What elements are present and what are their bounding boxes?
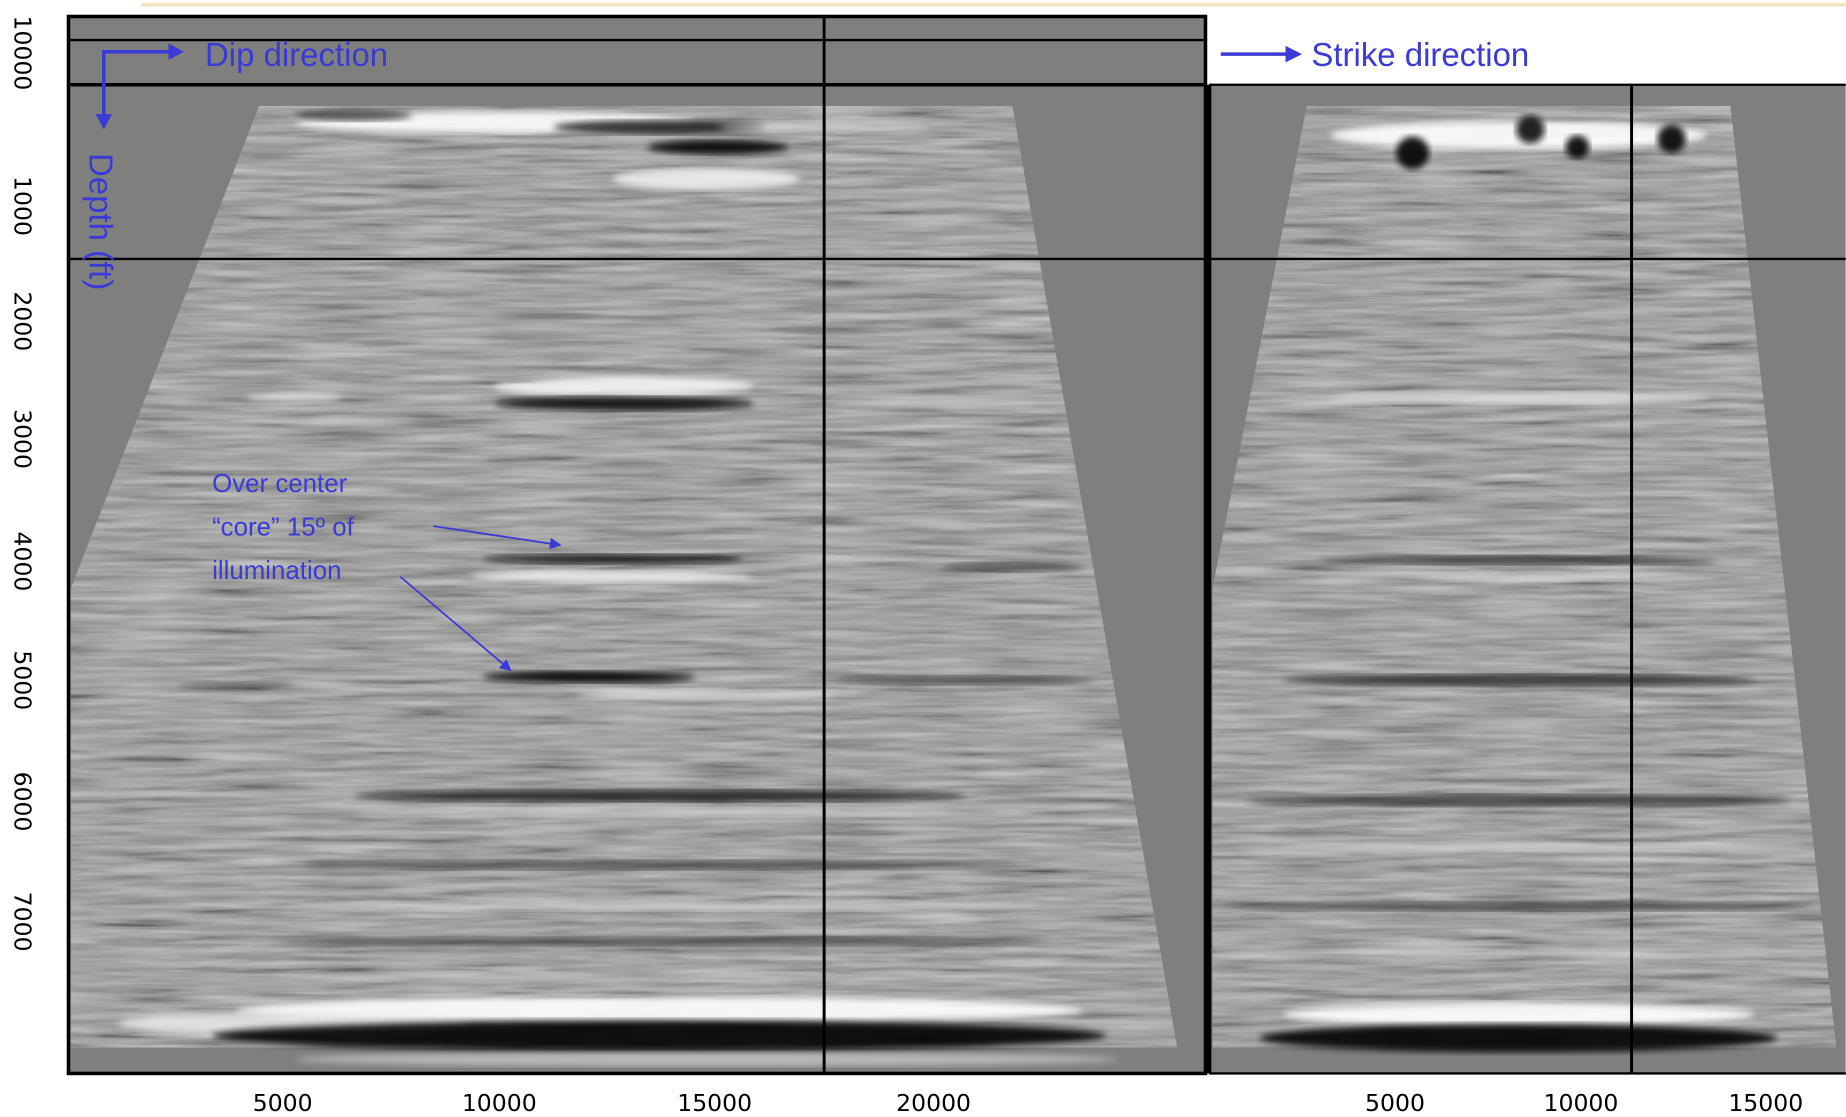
dip-section (68, 16, 1205, 1073)
annotation-line: “core” 15º of (212, 514, 355, 542)
strike-section (1209, 85, 1846, 1074)
reflector (1318, 572, 1718, 581)
reflector (1516, 115, 1544, 143)
y-tick-label: 3000 (8, 409, 36, 469)
reflector (483, 554, 742, 563)
dip-label: Dip direction (205, 36, 388, 73)
reflector (212, 1020, 1107, 1051)
reflector (1283, 1003, 1754, 1027)
reflector (306, 860, 1012, 869)
reflector (1224, 902, 1813, 911)
reflector (824, 397, 1036, 409)
reflector (294, 1052, 1118, 1066)
x-tick-label: 10000 (1544, 1089, 1619, 1117)
y-tick-label: 5000 (8, 650, 36, 710)
y-tick-label: 6000 (8, 772, 36, 832)
reflector (1236, 843, 1801, 852)
x-tick-label: 5000 (253, 1089, 313, 1117)
reflector (283, 902, 1036, 911)
reflector (1248, 794, 1789, 806)
reflector (836, 676, 1095, 685)
reflector (1330, 392, 1707, 404)
reflector (1566, 135, 1590, 159)
y-tick-label: 2000 (8, 291, 36, 351)
reflector (271, 937, 1048, 946)
annotation-line: illumination (212, 557, 341, 585)
annotation-line: Over center (212, 470, 348, 498)
reflector (353, 790, 965, 802)
y-tick-label: 10000 (8, 16, 36, 91)
reflector (1213, 949, 1825, 958)
reflector (495, 397, 754, 411)
depth-label: Depth (ft) (83, 153, 120, 290)
reflector (1657, 125, 1685, 153)
reflector (942, 563, 1083, 572)
reflector (294, 109, 412, 121)
reflector (471, 571, 753, 583)
reflector (495, 377, 754, 396)
reflector (577, 690, 836, 699)
x-tick-label: 5000 (1365, 1089, 1425, 1117)
reflector (612, 168, 800, 189)
reflector (177, 681, 295, 688)
strike-label: Strike direction (1311, 36, 1529, 73)
y-tick-label: 7000 (8, 892, 36, 952)
reflector (1396, 137, 1429, 170)
reflector (1260, 1024, 1778, 1052)
reflector (483, 671, 695, 683)
x-tick-label: 15000 (1728, 1089, 1803, 1117)
reflector (247, 392, 341, 404)
reflector (353, 807, 965, 816)
reflector (1318, 556, 1718, 565)
x-tick-label: 10000 (462, 1089, 537, 1117)
reflector (648, 140, 789, 154)
reflector (1283, 674, 1754, 686)
x-tick-label: 20000 (896, 1089, 971, 1117)
y-tick-label: 4000 (8, 531, 36, 591)
x-tick-label: 15000 (677, 1089, 752, 1117)
y-tick-label: 1000 (8, 176, 36, 236)
page: {"left_panel": { "annotations": {"dip": … (0, 0, 1846, 1117)
reflector (271, 972, 1048, 981)
slide: Dip direction Strike direction Depth (ft… (0, 0, 1846, 1117)
